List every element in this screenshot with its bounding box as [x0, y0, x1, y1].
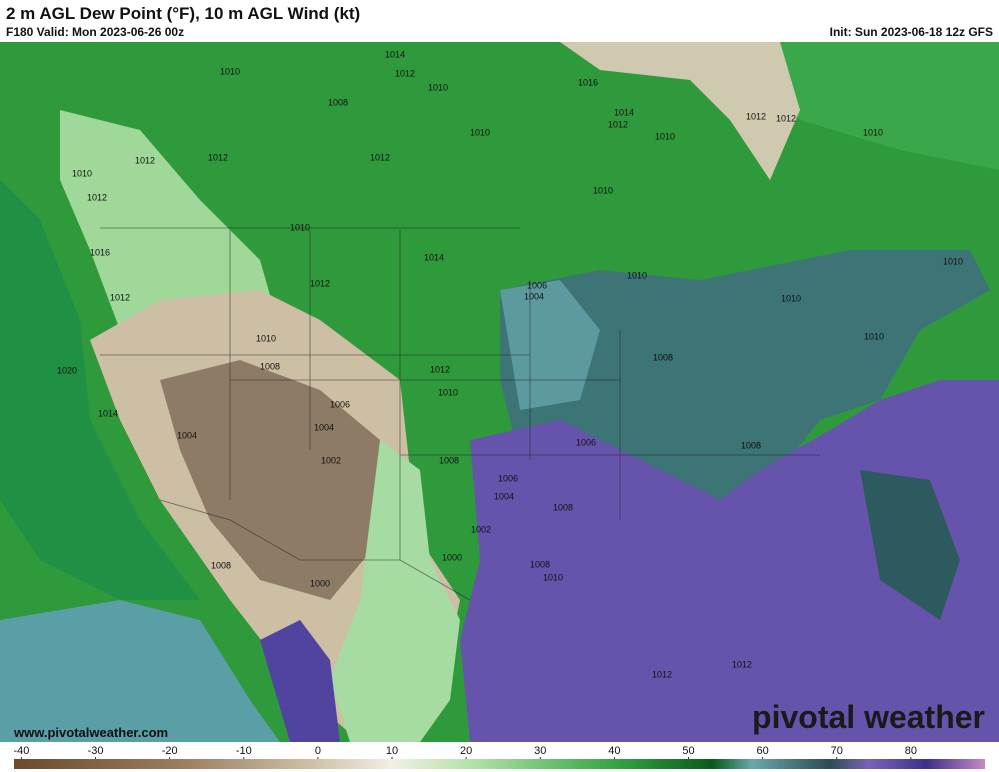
- colorbar-tick-label: 20: [460, 745, 472, 757]
- field-dry-north: [560, 42, 800, 180]
- isobar-label: 1008: [653, 352, 673, 362]
- isobar-labels: 1014 1012 1010 1010 1008 1016 1014 1012 1010 1012…: [57, 49, 963, 679]
- isobar-label: 1012: [732, 659, 752, 669]
- field-pacific: [0, 600, 280, 742]
- isobar-label: 1010: [593, 185, 613, 195]
- isobar-label: 1016: [90, 247, 110, 257]
- isobar-label: 1014: [424, 252, 444, 262]
- isobar-label: 1012: [652, 669, 672, 679]
- isobar-label: 1012: [110, 292, 130, 302]
- border-line: [159, 499, 471, 601]
- colorbar-tick-label: 40: [608, 745, 620, 757]
- field-purple: [460, 380, 999, 742]
- isobar-label: 1010: [290, 222, 310, 232]
- isobar-label: 1014: [385, 49, 405, 59]
- isobar-label: 1010: [220, 66, 240, 76]
- isobar-label: 1008: [328, 97, 348, 107]
- isobar-label: 1006: [576, 437, 596, 447]
- colorbar-tick-label: 10: [386, 745, 398, 757]
- isobar-label: 1010: [428, 82, 448, 92]
- borders: [100, 227, 820, 601]
- isobar-label: 1002: [321, 455, 341, 465]
- colorbar-tick-label: -20: [162, 745, 178, 757]
- field-light-teal: [500, 280, 600, 410]
- isobar-label: 1012: [310, 278, 330, 288]
- isobar-label: 1012: [87, 192, 107, 202]
- website: www.pivotalweather.com: [13, 725, 168, 740]
- isobar-label: 1008: [530, 559, 550, 569]
- isobar-label: 1010: [781, 293, 801, 303]
- border-line: [100, 354, 820, 456]
- field-dark-teal: [860, 470, 960, 620]
- isobar-label: 1014: [98, 408, 118, 418]
- field-coastal: [0, 180, 200, 600]
- title: 2 m AGL Dew Point (°F), 10 m AGL Wind (k…: [6, 4, 360, 23]
- isobar-label: 1004: [494, 491, 514, 501]
- valid-time: F180 Valid: Mon 2023-06-26 00z: [6, 25, 184, 39]
- logo: pivotal weather: [752, 699, 985, 735]
- isobar-label: 1010: [72, 168, 92, 178]
- isobar-label: 1012: [608, 119, 628, 129]
- field-green-light: [0, 42, 999, 170]
- field-moist-edge: [330, 440, 460, 742]
- field-gulf-ca: [260, 620, 340, 742]
- isobar-label: 1010: [543, 572, 563, 582]
- init-time: Init: Sun 2023-06-18 12z GFS: [830, 25, 993, 39]
- field-brown: [160, 360, 380, 600]
- isobar-label: 1002: [471, 524, 491, 534]
- colorbar-tick-label: 0: [315, 745, 321, 757]
- colorbar-tick-label: 70: [831, 745, 843, 757]
- isobar-label: 1012: [430, 364, 450, 374]
- isobar-label: 1010: [438, 387, 458, 397]
- isobar-label: 1008: [439, 455, 459, 465]
- isobar-label: 1010: [470, 127, 490, 137]
- isobar-label: 1006: [330, 399, 350, 409]
- isobar-label: 1012: [370, 152, 390, 162]
- colorbar-ticks: -40 -30 -20 -10 0 10 20 30 40 50 60 70 80: [13, 745, 917, 759]
- border-line: [229, 230, 621, 560]
- colorbar: [14, 759, 985, 769]
- isobar-label: 1008: [553, 502, 573, 512]
- colorbar-tick-label: 60: [757, 745, 769, 757]
- isobar-label: 1010: [256, 333, 276, 343]
- isobar-label: 1008: [260, 361, 280, 371]
- colorbar-tick-label: 50: [682, 745, 694, 757]
- isobar-label: 1008: [211, 560, 231, 570]
- isobar-label: 1012: [208, 152, 228, 162]
- isobar-label: 1006: [527, 280, 547, 290]
- isobar-label: 1012: [776, 113, 796, 123]
- isobar-label: 1004: [314, 422, 334, 432]
- isobar-label: 1010: [627, 270, 647, 280]
- isobar-label: 1004: [177, 430, 197, 440]
- colorbar-tick-label: -40: [13, 745, 29, 757]
- isobar-label: 1020: [57, 365, 77, 375]
- isobar-label: 1008: [741, 440, 761, 450]
- colorbar-tick-label: -10: [236, 745, 252, 757]
- map: 1014 1012 1010 1010 1008 1016 1014 1012 1010 1012…: [0, 42, 999, 742]
- colorbar-tick-label: 30: [534, 745, 546, 757]
- isobar-label: 1012: [395, 68, 415, 78]
- isobar-label: 1010: [863, 127, 883, 137]
- field-light-green: [60, 110, 280, 330]
- isobar-label: 1000: [310, 578, 330, 588]
- isobar-label: 1012: [135, 155, 155, 165]
- isobar-label: 1006: [498, 473, 518, 483]
- isobar-label: 1004: [524, 291, 544, 301]
- colorbar-tick-label: 80: [905, 745, 917, 757]
- isobar-label: 1012: [746, 111, 766, 121]
- isobar-label: 1016: [578, 77, 598, 87]
- isobar-label: 1014: [614, 107, 634, 117]
- colorbar-tick-label: -30: [88, 745, 104, 757]
- isobar-label: 1010: [864, 331, 884, 341]
- isobar-label: 1010: [943, 256, 963, 266]
- isobar-label: 1010: [655, 131, 675, 141]
- isobar-label: 1000: [442, 552, 462, 562]
